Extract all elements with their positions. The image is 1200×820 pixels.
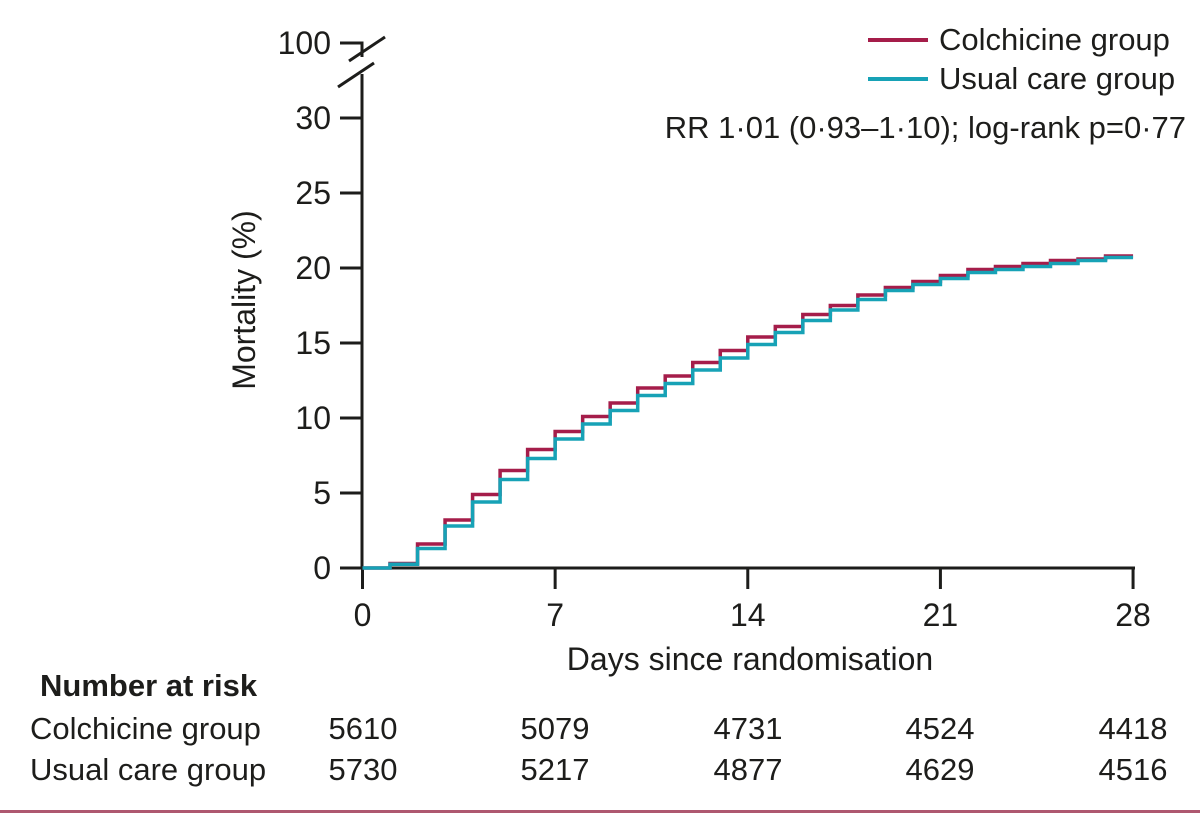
y-tick-label: 10	[295, 400, 331, 436]
legend-item-usual-care: Usual care group	[868, 60, 1175, 98]
series-curve-usual-care-group	[362, 255, 1134, 570]
x-axis-title: Days since randomisation	[566, 641, 934, 677]
y-axis-title: Mortality (%)	[226, 210, 262, 390]
risk-row-label-colchicine: Colchicine group	[30, 711, 261, 746]
x-tick-label: 14	[730, 597, 766, 633]
series-curve-colchicine-group	[362, 254, 1134, 570]
y-tick-label: 0	[313, 550, 331, 586]
x-tick-label: 21	[923, 597, 959, 633]
y-tick-label: 30	[295, 100, 331, 136]
risk-row-label-usual-care: Usual care group	[30, 752, 267, 787]
risk-count: 5079	[520, 711, 590, 746]
axis-break-slash-upper	[348, 35, 386, 63]
colchicine-line-swatch	[868, 38, 928, 42]
legend-label-usual-care: Usual care group	[939, 61, 1176, 96]
risk-count: 5217	[520, 752, 590, 787]
y-tick-label: 5	[313, 475, 331, 511]
bottom-divider-rule	[0, 810, 1200, 813]
risk-count: 4418	[1098, 711, 1168, 746]
x-tick-label: 0	[354, 597, 372, 633]
y-tick-label: 20	[295, 250, 331, 286]
number-at-risk-header: Number at risk	[40, 668, 258, 703]
x-tick-label: 28	[1115, 597, 1151, 633]
usual-care-line-swatch	[868, 77, 928, 81]
risk-count: 5730	[328, 752, 398, 787]
legend-label-colchicine: Colchicine group	[939, 22, 1170, 57]
risk-count: 4516	[1098, 752, 1168, 787]
y-tick-label: 100	[278, 25, 331, 61]
risk-count: 4877	[713, 752, 783, 787]
y-tick-label: 25	[295, 175, 331, 211]
y-tick-label: 15	[295, 325, 331, 361]
risk-count: 4629	[905, 752, 975, 787]
x-tick-label: 7	[546, 597, 564, 633]
risk-count: 5610	[328, 711, 398, 746]
risk-count: 4524	[905, 711, 975, 746]
risk-ratio-annotation: RR 1·01 (0·93–1·10); log-rank p=0·77	[664, 110, 1186, 145]
legend-item-colchicine: Colchicine group	[868, 21, 1170, 59]
axis-break-slash-lower	[337, 61, 375, 89]
risk-count: 4731	[713, 711, 783, 746]
